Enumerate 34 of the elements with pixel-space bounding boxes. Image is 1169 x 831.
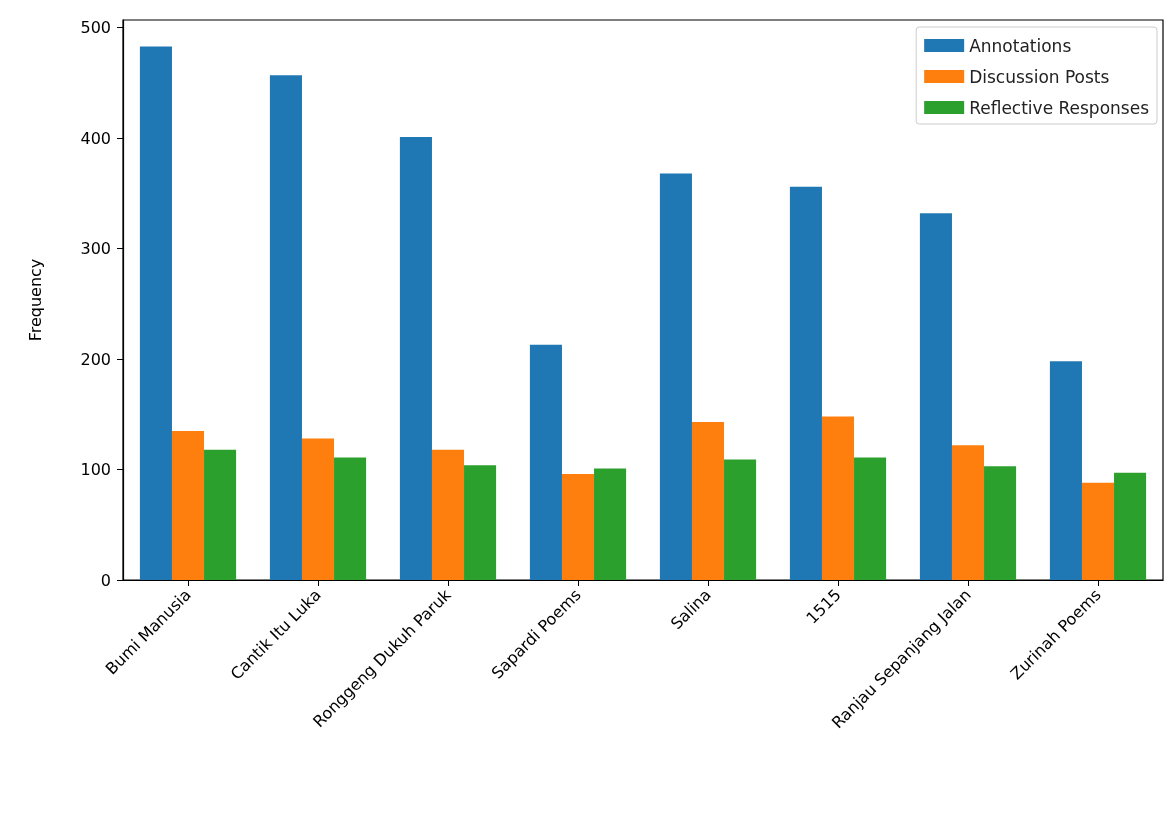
bar — [334, 457, 367, 580]
bar — [789, 186, 822, 580]
y-tick-label: 100 — [80, 460, 111, 480]
bar — [1049, 361, 1082, 580]
bar — [1081, 482, 1115, 580]
bar — [269, 75, 302, 580]
bar — [984, 466, 1017, 580]
legend-label: Reflective Responses — [969, 97, 1150, 118]
bar — [594, 468, 627, 580]
bar — [854, 457, 887, 580]
bar — [659, 173, 692, 580]
y-tick-label: 500 — [80, 18, 111, 38]
legend-label: Discussion Posts — [969, 66, 1110, 87]
bar — [431, 449, 465, 580]
y-tick-label: 300 — [80, 239, 111, 259]
legend-label: Annotations — [969, 35, 1072, 56]
bar — [171, 430, 205, 580]
bar — [139, 46, 172, 580]
bar — [919, 213, 952, 580]
y-axis-title: Frequency — [25, 258, 45, 342]
bar — [1114, 472, 1147, 580]
bar — [301, 438, 335, 580]
y-tick-label: 400 — [80, 128, 111, 148]
bar — [951, 445, 985, 580]
y-tick-label: 0 — [100, 570, 111, 590]
y-tick-label: 200 — [80, 349, 111, 369]
bar — [399, 137, 432, 580]
bar — [464, 465, 497, 580]
bar — [821, 416, 855, 580]
bar — [724, 459, 757, 580]
bar — [691, 422, 725, 580]
bar — [529, 344, 562, 580]
bar — [561, 473, 595, 580]
bar — [204, 449, 237, 580]
